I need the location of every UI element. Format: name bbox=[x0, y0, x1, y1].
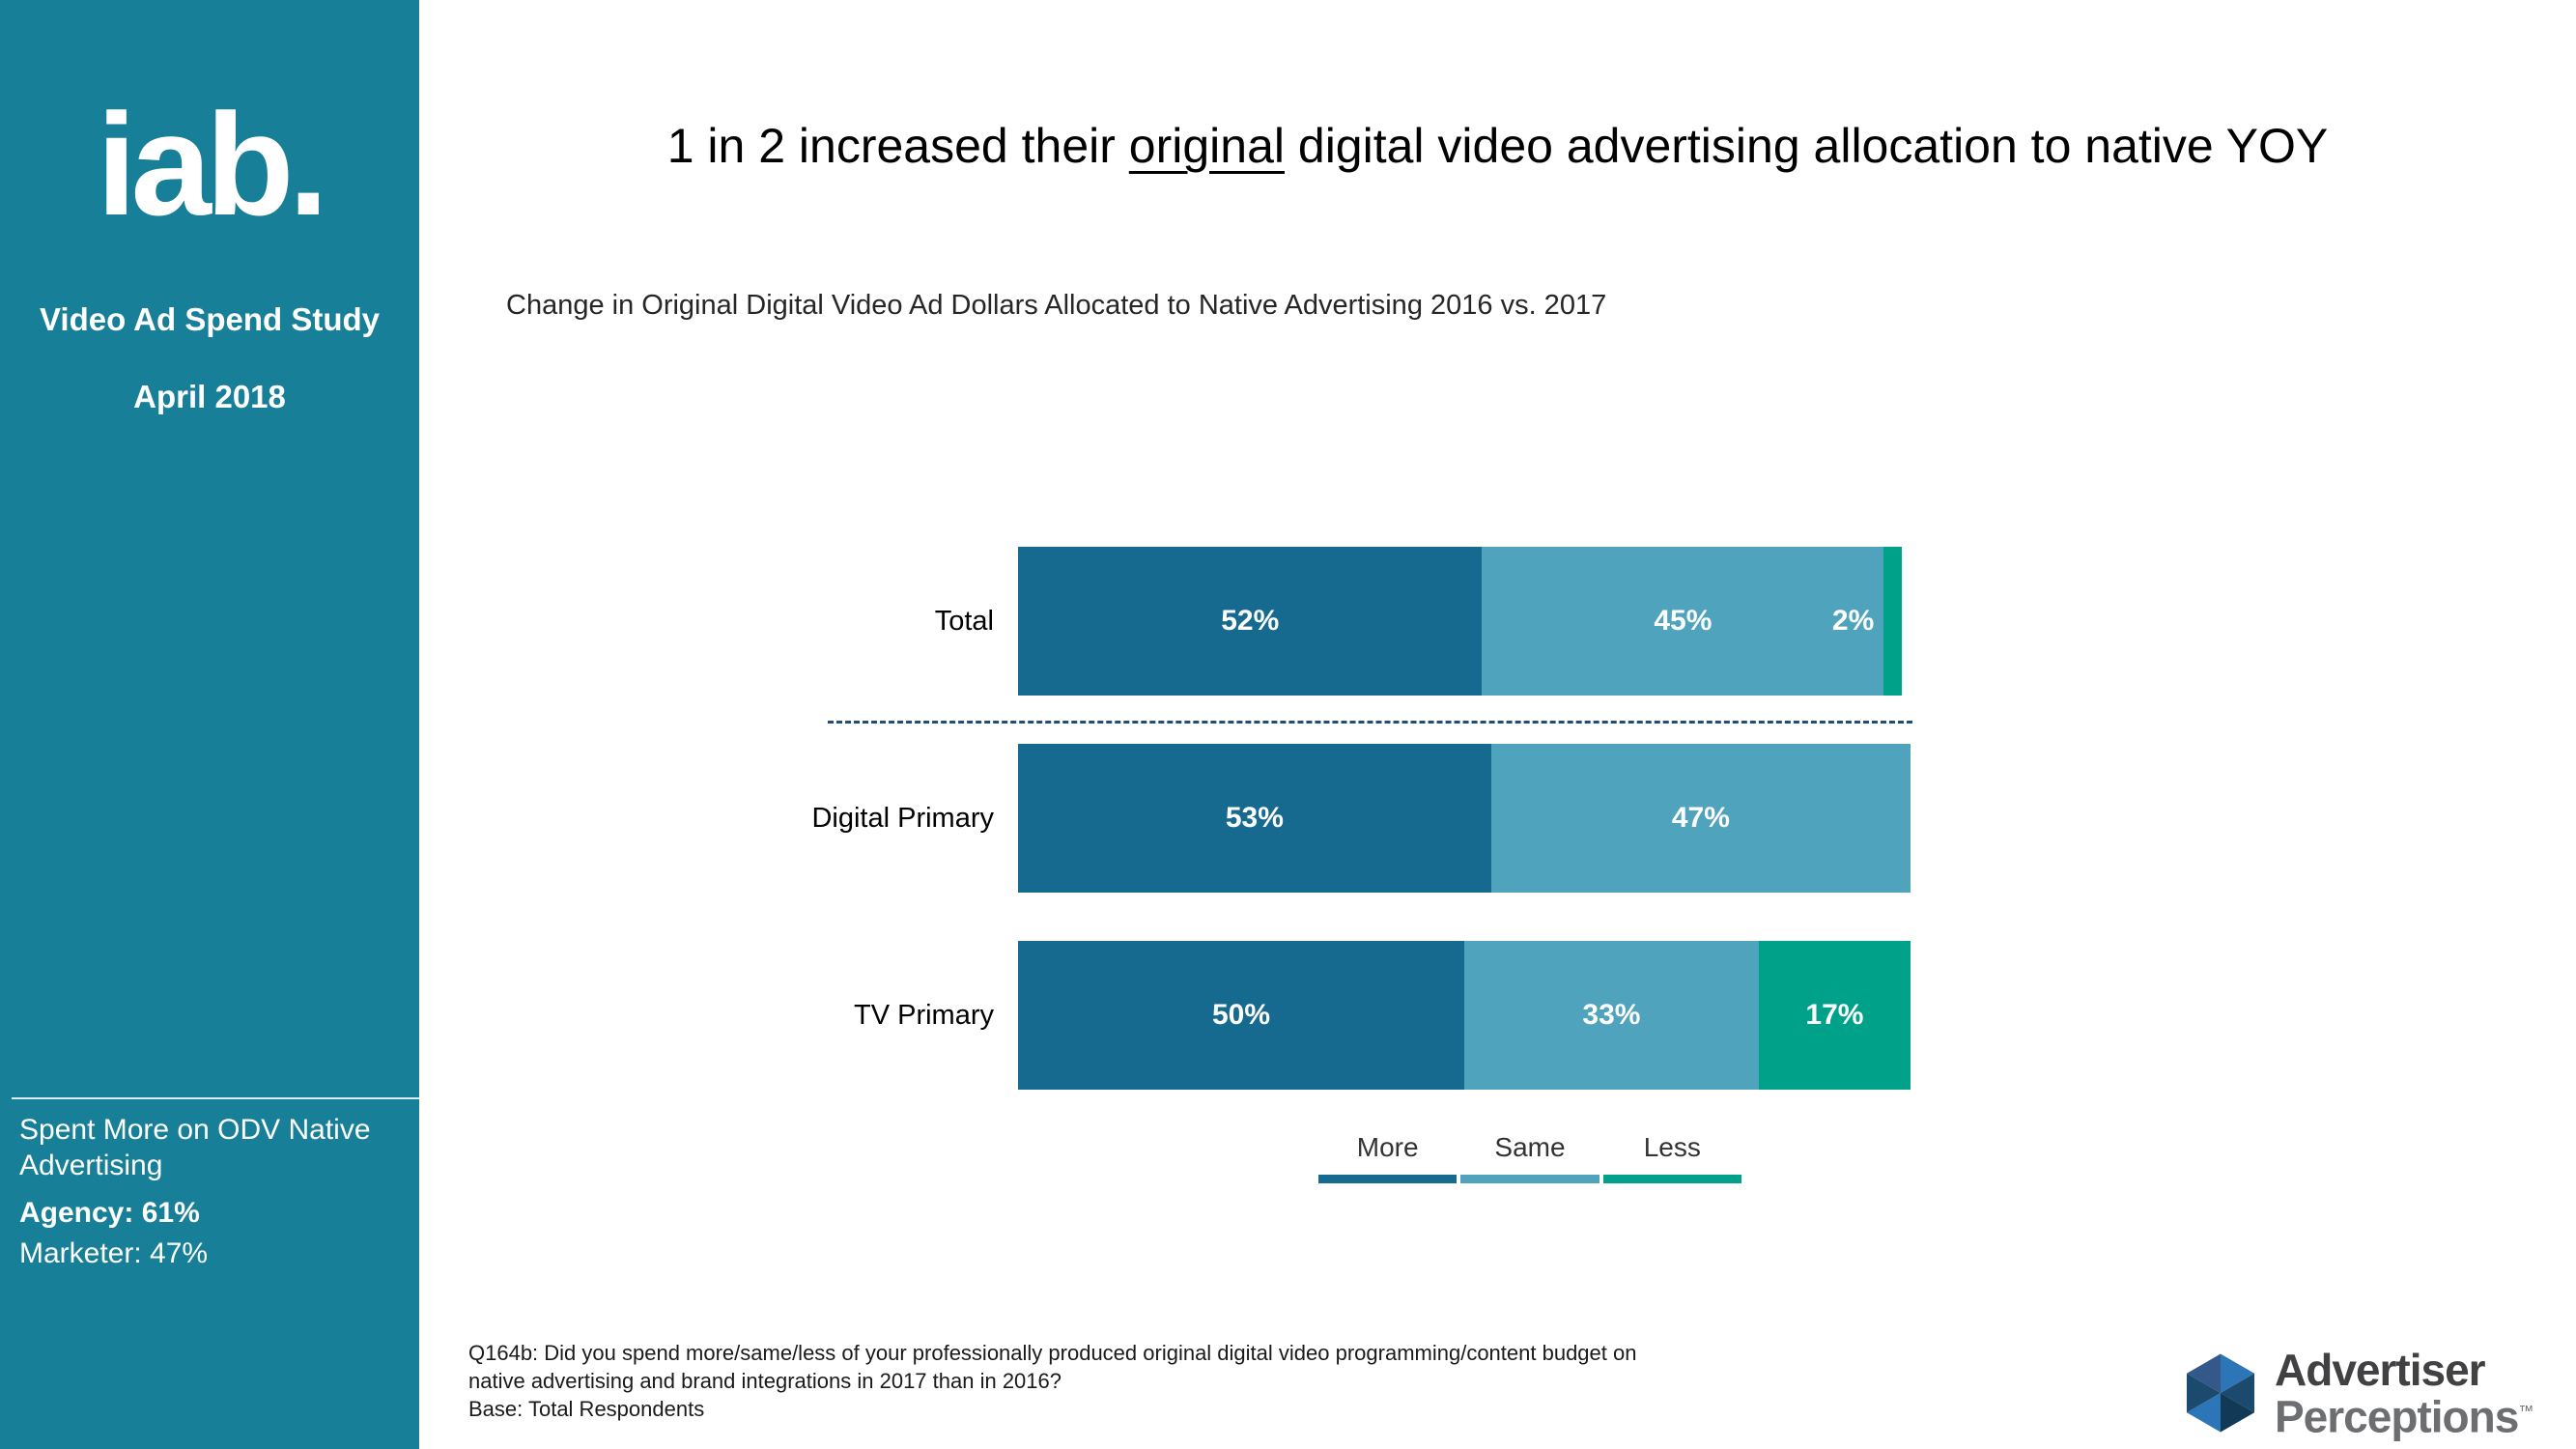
slide-title: 1 in 2 increased their original digital … bbox=[419, 118, 2576, 174]
iab-logo: iab. bbox=[96, 83, 328, 245]
segment-value-label: 53% bbox=[1225, 802, 1284, 834]
legend-swatch bbox=[1602, 1175, 1741, 1183]
legend-label: Same bbox=[1494, 1132, 1566, 1162]
footnote-line: Base: Total Respondents bbox=[468, 1397, 705, 1421]
footnote-line: Q164b: Did you spend more/same/less of y… bbox=[468, 1341, 1637, 1365]
advertiser-perceptions-logo: Advertiser Perceptions™ bbox=[2178, 1345, 2534, 1442]
footnote: Q164b: Did you spend more/same/less of y… bbox=[468, 1339, 1636, 1423]
title-prefix: 1 in 2 increased their bbox=[666, 119, 1129, 173]
chart-row: Total 52% 45% 2% bbox=[419, 547, 1984, 696]
bar-segment-less: 17% bbox=[1758, 941, 1911, 1090]
study-title: Video Ad Spend Study bbox=[39, 301, 381, 337]
callout-divider bbox=[12, 1097, 419, 1099]
footnote-line: native advertising and brand integration… bbox=[468, 1369, 1062, 1393]
brand-line2: Perceptions™ bbox=[2275, 1391, 2534, 1442]
category-label: TV Primary bbox=[854, 999, 994, 1031]
stacked-bar: 52% 45% 2% bbox=[1018, 547, 1911, 696]
study-date: April 2018 bbox=[133, 379, 286, 414]
bar-segment-more: 50% bbox=[1018, 941, 1464, 1090]
legend-label: Less bbox=[1643, 1132, 1701, 1162]
bar-segment-same: 47% bbox=[1490, 744, 1911, 893]
brand-line1: Advertiser bbox=[2275, 1345, 2486, 1395]
dashed-separator bbox=[828, 721, 1912, 724]
callout-marketer: Marketer: 47% bbox=[19, 1237, 209, 1270]
chart-title: Change in Original Digital Video Ad Doll… bbox=[506, 290, 1607, 321]
category-label: Total bbox=[934, 605, 994, 637]
stacked-bar-chart: Total 52% 45% 2% Digital Primary 53% 47% TV Pri… bbox=[419, 547, 1984, 1138]
chart-row: TV Primary 50% 33% 17% bbox=[419, 941, 1984, 1090]
chart-legend: More Same Less bbox=[1318, 1132, 1741, 1183]
title-underlined-word: original bbox=[1128, 119, 1285, 173]
bar-segment-same: 33% bbox=[1464, 941, 1759, 1090]
brand-text: Advertiser Perceptions™ bbox=[2275, 1345, 2534, 1442]
trademark-symbol: ™ bbox=[2518, 1404, 2534, 1420]
legend-label: More bbox=[1356, 1132, 1419, 1162]
legend-item-same: Same bbox=[1460, 1132, 1599, 1183]
legend-swatch bbox=[1318, 1175, 1458, 1183]
bar-segment-less: 2% bbox=[1832, 547, 1902, 696]
title-suffix: digital video advertising allocation to … bbox=[1285, 119, 2329, 173]
stacked-bar: 50% 33% 17% bbox=[1018, 941, 1911, 1090]
callout-agency: Agency: 61% bbox=[19, 1197, 200, 1230]
segment-value-label: 47% bbox=[1671, 802, 1730, 834]
sidebar-callout: Spent More on ODV Native Advertising Age… bbox=[0, 1097, 419, 1270]
stacked-bar: 53% 47% bbox=[1018, 744, 1911, 893]
callout-heading: Spent More on ODV Native Advertising bbox=[19, 1114, 371, 1181]
segment-value-label: 45% bbox=[1654, 605, 1713, 637]
segment-value-label: 17% bbox=[1805, 999, 1864, 1031]
segment-value-label: 52% bbox=[1221, 605, 1280, 637]
bar-segment-same: 45% bbox=[1482, 547, 1884, 696]
segment-value-label: 2% bbox=[1831, 605, 1875, 637]
category-label: Digital Primary bbox=[811, 802, 994, 834]
chart-row: Digital Primary 53% 47% bbox=[419, 744, 1984, 893]
gem-icon bbox=[2186, 1353, 2255, 1433]
segment-value-label: 33% bbox=[1582, 999, 1641, 1031]
bar-segment-more: 53% bbox=[1018, 744, 1491, 893]
legend-swatch bbox=[1460, 1175, 1599, 1183]
segment-value-label: 50% bbox=[1211, 999, 1271, 1031]
bar-segment-more: 52% bbox=[1018, 547, 1483, 696]
sidebar: iab. Video Ad Spend Study April 2018 Spe… bbox=[0, 0, 419, 1449]
legend-item-more: More bbox=[1318, 1132, 1458, 1183]
legend-item-less: Less bbox=[1602, 1132, 1741, 1183]
